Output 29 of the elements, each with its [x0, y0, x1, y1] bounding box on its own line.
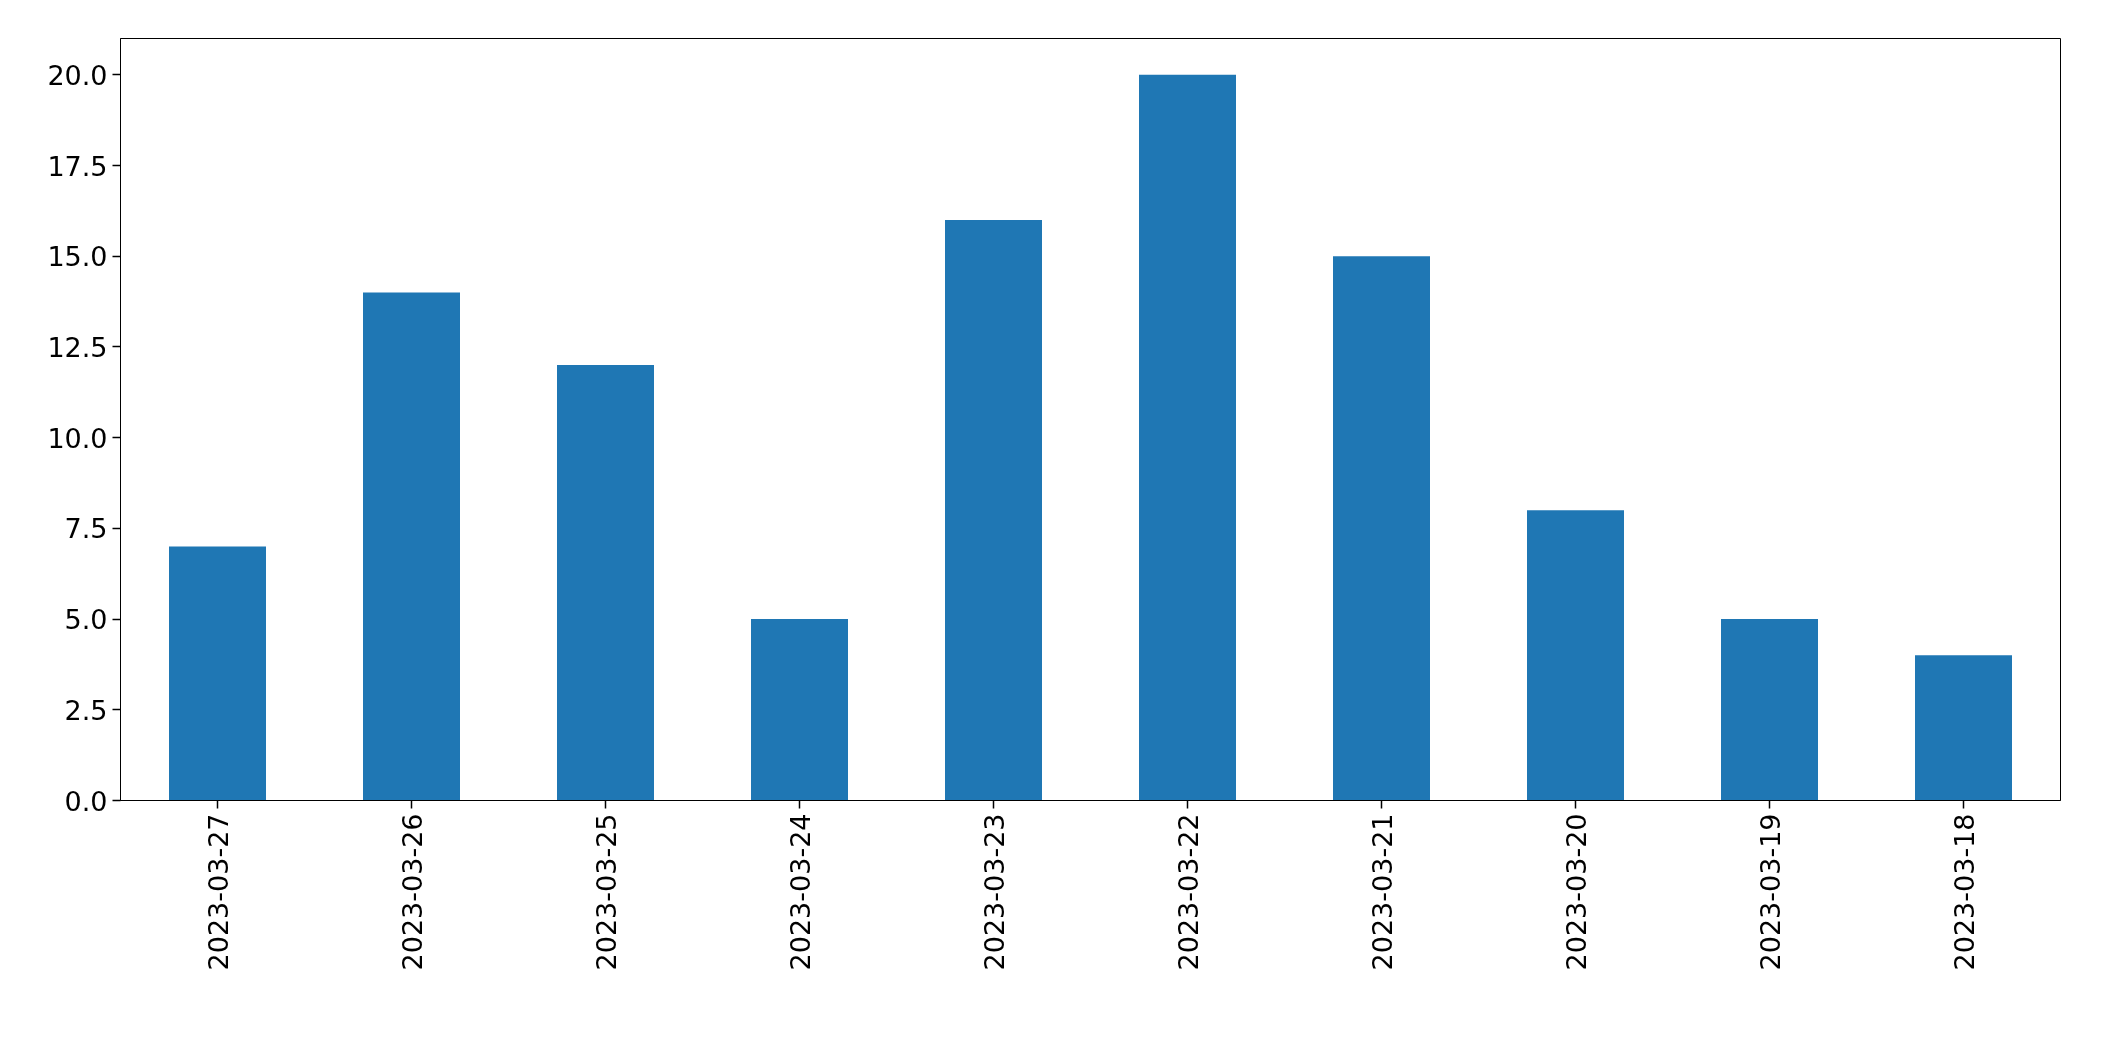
bar [945, 219, 1042, 801]
bar [1527, 510, 1624, 801]
bar [169, 546, 266, 801]
y-tick-label: 10.0 [47, 422, 108, 454]
x-tick-label: 2023-03-27 [202, 813, 234, 971]
bar [751, 619, 848, 801]
x-tick-label: 2023-03-19 [1754, 813, 1786, 971]
y-tick-label: 12.5 [47, 331, 108, 363]
x-tick-label: 2023-03-26 [396, 813, 428, 971]
bar [557, 365, 654, 801]
y-tick-label: 0.0 [64, 785, 108, 817]
x-tick-label: 2023-03-20 [1560, 813, 1592, 971]
y-tick-label: 15.0 [47, 241, 108, 273]
bar [1915, 655, 2012, 801]
bar [1139, 74, 1236, 801]
x-tick-label: 2023-03-21 [1366, 813, 1398, 971]
x-tick-label: 2023-03-24 [784, 813, 816, 971]
x-tick-label: 2023-03-22 [1172, 813, 1204, 971]
bar [363, 292, 460, 801]
x-tick-label: 2023-03-25 [590, 813, 622, 971]
bar [1721, 619, 1818, 801]
x-tick-label: 2023-03-23 [978, 813, 1010, 971]
bar [1333, 256, 1430, 801]
y-tick-label: 7.5 [64, 513, 108, 545]
y-tick-label: 5.0 [64, 604, 108, 636]
y-tick-label: 17.5 [47, 150, 108, 182]
x-tick-label: 2023-03-18 [1948, 813, 1980, 971]
y-tick-label: 20.0 [47, 59, 108, 91]
y-tick-label: 2.5 [64, 694, 108, 726]
